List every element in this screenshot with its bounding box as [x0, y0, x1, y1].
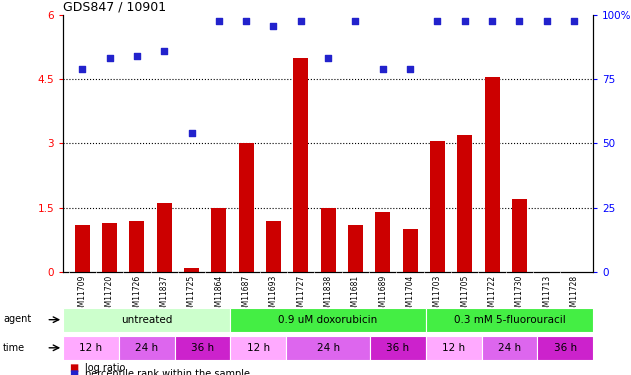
Text: GDS847 / 10901: GDS847 / 10901 — [63, 1, 166, 14]
Bar — [426, 308, 593, 332]
Bar — [239, 144, 254, 272]
Text: 12 h: 12 h — [80, 343, 103, 353]
Point — [323, 55, 333, 61]
Point — [296, 18, 306, 24]
Text: 0.9 uM doxorubicin: 0.9 uM doxorubicin — [278, 315, 378, 325]
Point — [459, 18, 469, 24]
Bar — [211, 208, 227, 272]
Text: 12 h: 12 h — [247, 343, 270, 353]
Point — [405, 66, 415, 72]
Text: 24 h: 24 h — [317, 343, 339, 353]
Text: GSM11713: GSM11713 — [542, 274, 551, 316]
Text: GSM11704: GSM11704 — [406, 274, 415, 316]
Text: GSM11705: GSM11705 — [460, 274, 469, 316]
Point — [378, 66, 388, 72]
Text: time: time — [3, 343, 25, 352]
Bar — [175, 336, 230, 360]
Bar — [457, 135, 472, 272]
Point — [487, 18, 497, 24]
Text: 24 h: 24 h — [135, 343, 158, 353]
Point — [541, 18, 551, 24]
Text: GSM11689: GSM11689 — [378, 274, 387, 316]
Text: GSM11726: GSM11726 — [133, 274, 141, 316]
Point — [514, 18, 524, 24]
Text: percentile rank within the sample: percentile rank within the sample — [85, 369, 250, 375]
Bar — [63, 308, 230, 332]
Text: GSM11703: GSM11703 — [433, 274, 442, 316]
Bar — [156, 203, 172, 272]
Bar — [102, 223, 117, 272]
Bar — [538, 336, 593, 360]
Bar — [321, 208, 336, 272]
Text: GSM11720: GSM11720 — [105, 274, 114, 316]
Text: 36 h: 36 h — [191, 343, 214, 353]
Bar — [375, 212, 391, 272]
Text: GSM11722: GSM11722 — [488, 274, 497, 316]
Text: 36 h: 36 h — [553, 343, 577, 353]
Point — [187, 130, 197, 136]
Text: GSM11864: GSM11864 — [215, 274, 223, 316]
Point — [132, 53, 142, 58]
Text: GSM11730: GSM11730 — [515, 274, 524, 316]
Text: 0.3 mM 5-fluorouracil: 0.3 mM 5-fluorouracil — [454, 315, 565, 325]
Bar — [481, 336, 538, 360]
Text: 12 h: 12 h — [442, 343, 465, 353]
Bar — [512, 199, 527, 272]
Text: GSM11837: GSM11837 — [160, 274, 168, 316]
Bar — [403, 229, 418, 272]
Text: agent: agent — [3, 315, 32, 324]
Text: untreated: untreated — [121, 315, 172, 325]
Text: GSM11728: GSM11728 — [570, 274, 579, 316]
Bar — [426, 336, 481, 360]
Text: 36 h: 36 h — [386, 343, 410, 353]
Bar — [286, 336, 370, 360]
Bar — [370, 336, 426, 360]
Bar — [266, 220, 281, 272]
Text: ■: ■ — [69, 369, 79, 375]
Point — [350, 18, 360, 24]
Bar — [74, 225, 90, 272]
Text: GSM11693: GSM11693 — [269, 274, 278, 316]
Point — [432, 18, 442, 24]
Point — [241, 18, 251, 24]
Bar — [184, 268, 199, 272]
Point — [214, 18, 224, 24]
Bar — [348, 225, 363, 272]
Text: GSM11727: GSM11727 — [297, 274, 305, 316]
Text: ■: ■ — [69, 363, 79, 373]
Bar — [293, 58, 309, 272]
Point — [159, 48, 169, 54]
Point — [105, 55, 115, 61]
Text: GSM11838: GSM11838 — [324, 274, 333, 316]
Text: GSM11725: GSM11725 — [187, 274, 196, 316]
Bar — [63, 336, 119, 360]
Bar — [485, 77, 500, 272]
Bar — [430, 141, 445, 272]
Bar — [230, 336, 286, 360]
Text: 24 h: 24 h — [498, 343, 521, 353]
Bar — [119, 336, 175, 360]
Bar — [129, 220, 144, 272]
Text: GSM11687: GSM11687 — [242, 274, 251, 316]
Bar — [230, 308, 426, 332]
Text: log ratio: log ratio — [85, 363, 126, 373]
Text: GSM11709: GSM11709 — [78, 274, 86, 316]
Point — [569, 18, 579, 24]
Point — [77, 66, 87, 72]
Text: GSM11681: GSM11681 — [351, 274, 360, 316]
Point — [268, 23, 278, 29]
